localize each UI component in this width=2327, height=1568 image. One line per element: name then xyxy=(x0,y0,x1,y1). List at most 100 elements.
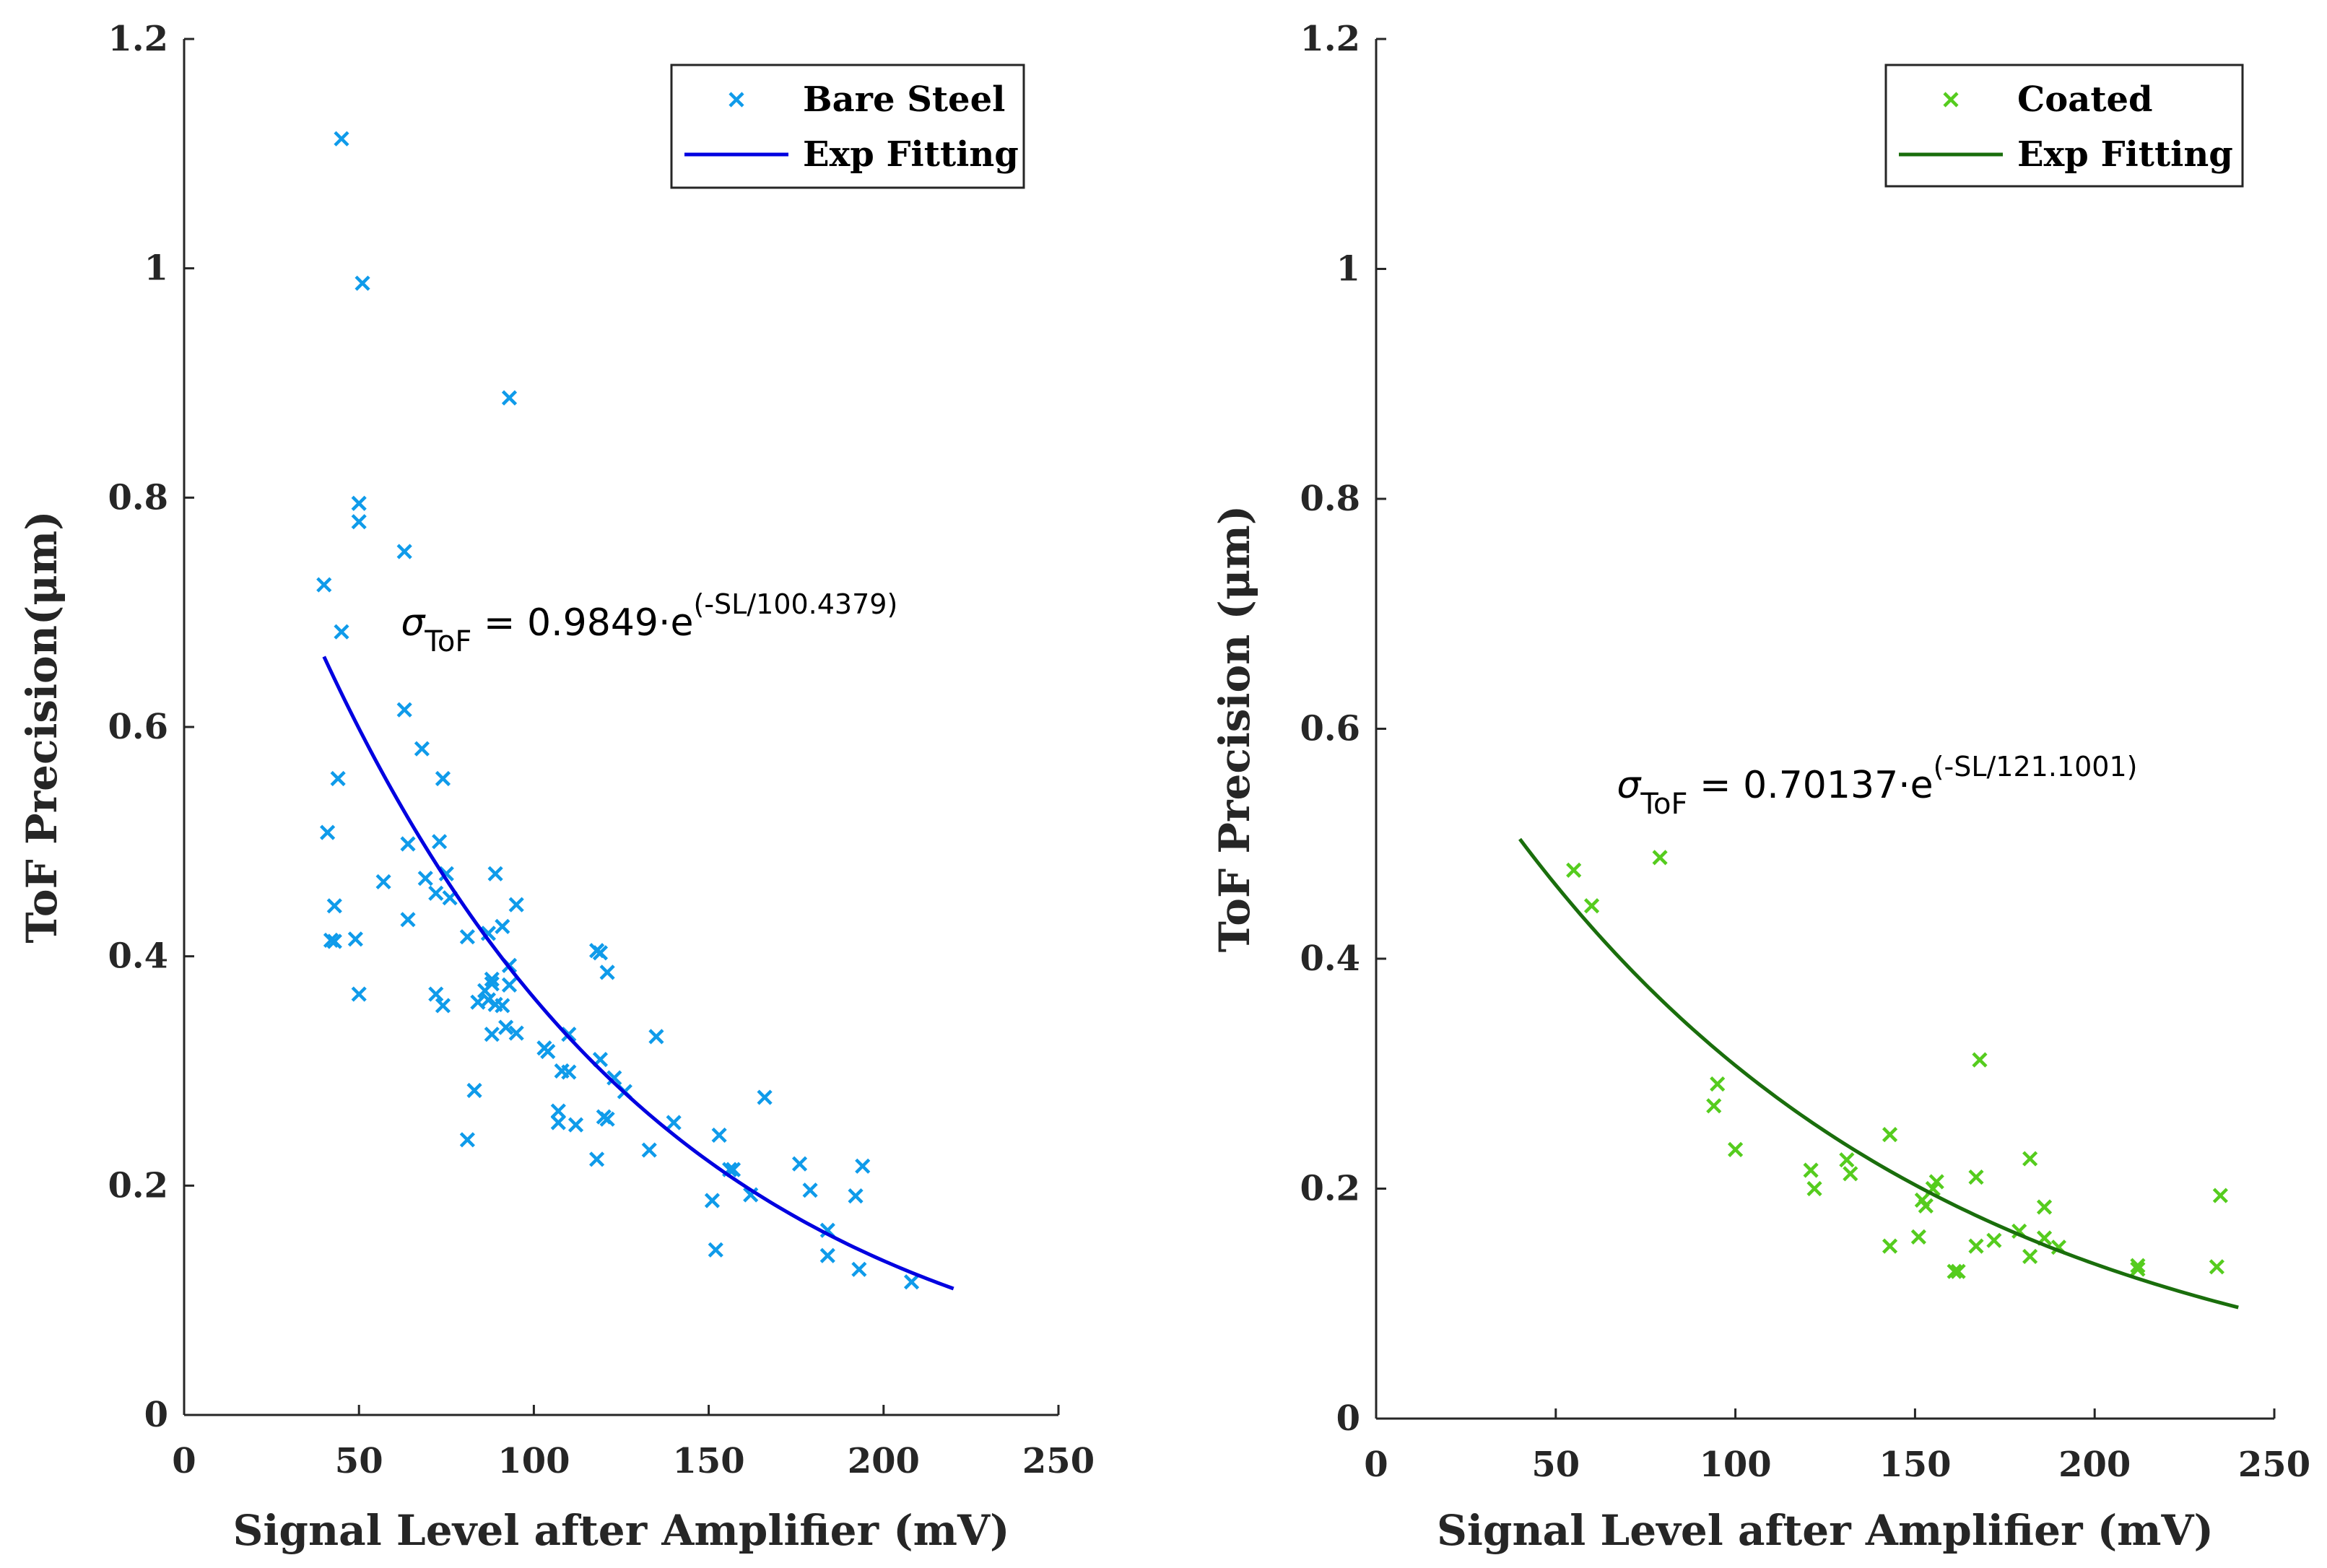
equation-subscript: ToF xyxy=(1640,788,1687,821)
data-point xyxy=(1843,1166,1858,1182)
data-point xyxy=(2130,1258,2146,1273)
data-point xyxy=(1972,1052,1988,1068)
x-tick-label: 50 xyxy=(335,1441,383,1481)
data-point xyxy=(351,986,367,1002)
data-point xyxy=(501,977,518,993)
data-point xyxy=(435,770,451,787)
data-point xyxy=(414,741,430,757)
equation-exponent: (-SL/100.4379) xyxy=(694,588,898,620)
data-point xyxy=(606,1070,622,1086)
x-tick-label: 100 xyxy=(497,1441,570,1481)
y-tick-label: 0.8 xyxy=(1300,479,1360,519)
data-point xyxy=(351,495,367,511)
data-point xyxy=(375,874,391,890)
y-axis-label: ToF Precision (μm) xyxy=(1210,505,1259,952)
data-point xyxy=(2036,1199,2053,1215)
data-point xyxy=(550,1103,566,1119)
data-point xyxy=(903,1274,920,1290)
y-tick-label: 0.8 xyxy=(108,477,168,518)
fit-equation: σToF = 0.9849·e(-SL/100.4379) xyxy=(401,588,897,658)
data-point xyxy=(819,1247,835,1263)
data-point xyxy=(495,998,510,1014)
y-tick-label: 1.2 xyxy=(108,19,168,59)
y-tick-label: 0.4 xyxy=(1300,938,1360,979)
data-point xyxy=(470,994,486,1010)
data-point xyxy=(428,986,444,1002)
data-point xyxy=(2209,1259,2224,1275)
x-tick-label: 150 xyxy=(672,1441,744,1481)
data-point xyxy=(477,983,493,998)
left-chart-bare-steel: 0 50 100 150 200 250 0 0.2 0.4 0.6 0.8 1 1.2 Signal L… xyxy=(17,19,1095,1555)
y-tick-label: 0 xyxy=(1336,1398,1360,1439)
x-tick-label: 0 xyxy=(172,1441,196,1481)
data-point xyxy=(567,1117,584,1133)
data-point xyxy=(435,998,451,1014)
data-point xyxy=(1910,1229,1926,1245)
data-point xyxy=(2130,1261,2146,1277)
data-point xyxy=(484,971,500,988)
data-point xyxy=(550,1115,566,1131)
data-point xyxy=(487,866,503,881)
scatter-series xyxy=(316,131,920,1290)
data-point xyxy=(1947,1263,1962,1279)
fit-equation: σToF = 0.70137·e(-SL/121.1001) xyxy=(1617,751,2137,821)
data-point xyxy=(396,544,412,559)
data-point xyxy=(1583,898,1600,914)
data-point xyxy=(1803,1162,1819,1178)
data-point xyxy=(592,945,609,961)
data-point xyxy=(855,1158,871,1174)
legend-box xyxy=(670,64,1025,189)
data-point xyxy=(1918,1198,1934,1214)
legend-box xyxy=(1884,64,2244,188)
y-tick-label: 0.4 xyxy=(108,936,168,977)
data-point xyxy=(704,1193,721,1208)
data-point xyxy=(400,912,416,928)
data-point xyxy=(1986,1232,2002,1248)
data-point xyxy=(1968,1169,1984,1185)
data-point xyxy=(498,1019,514,1035)
data-point xyxy=(1806,1180,1822,1197)
y-tick-label: 1 xyxy=(1336,249,1360,289)
data-point xyxy=(334,624,349,640)
data-point xyxy=(540,1043,556,1060)
y-tick-label: 0.2 xyxy=(1300,1169,1360,1209)
x-tick-label: 200 xyxy=(848,1441,920,1481)
data-point xyxy=(438,866,454,881)
x-tick-label: 250 xyxy=(1022,1441,1095,1481)
axes: 0 50 100 150 200 250 0 0.2 0.4 0.6 0.8 1 1.2 xyxy=(1300,19,2310,1485)
equation-body: = 0.70137·e xyxy=(1687,764,1933,807)
legend-label: Bare Steel xyxy=(803,79,1005,120)
data-point xyxy=(1728,1141,1744,1157)
data-point xyxy=(316,577,332,593)
data-point xyxy=(666,1115,682,1131)
data-point xyxy=(757,1089,773,1105)
data-point xyxy=(432,834,448,850)
data-point xyxy=(466,1082,482,1099)
x-tick-label: 200 xyxy=(2058,1445,2131,1485)
data-point xyxy=(400,836,416,852)
data-point xyxy=(589,1151,605,1167)
data-point xyxy=(508,1025,524,1041)
x-axis-label: Signal Level after Amplifier (mV) xyxy=(232,1506,1009,1555)
x-tick-label: 150 xyxy=(1879,1445,1951,1485)
y-tick-label: 0 xyxy=(144,1395,168,1435)
data-point xyxy=(347,931,363,947)
scatter-series xyxy=(1566,850,2228,1279)
data-point xyxy=(459,929,475,945)
legend-label: Exp Fitting xyxy=(803,134,1019,175)
data-point xyxy=(508,897,524,913)
data-point xyxy=(334,131,349,147)
x-tick-label: 100 xyxy=(1699,1445,1771,1485)
data-point xyxy=(396,702,412,718)
data-point xyxy=(2022,1151,2038,1167)
data-point xyxy=(1710,1076,1726,1092)
data-point xyxy=(484,1027,500,1042)
x-tick-label: 250 xyxy=(2238,1445,2310,1485)
data-point xyxy=(2212,1188,2228,1203)
data-point xyxy=(641,1142,657,1158)
equation-sigma: σ xyxy=(1617,764,1642,807)
legend-label: Exp Fitting xyxy=(2017,134,2233,175)
data-point xyxy=(1839,1152,1855,1168)
x-tick-label: 0 xyxy=(1364,1445,1388,1485)
